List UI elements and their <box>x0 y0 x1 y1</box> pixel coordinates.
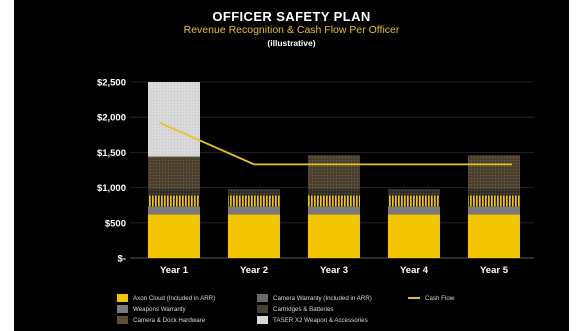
bar-segment-camera-warranty <box>388 195 440 207</box>
bar-segment-cartridges-batteries <box>228 189 280 196</box>
bar-segment-axon-cloud <box>468 214 520 258</box>
x-tick-label: Year 3 <box>320 265 348 276</box>
y-tick-label: $1,500 <box>97 148 126 159</box>
bar-segment-weapons-warranty <box>308 206 360 215</box>
bar-segment-camera-warranty <box>228 195 280 207</box>
y-tick-label: $- <box>118 254 126 265</box>
legend-label: Cash Flow <box>425 294 455 302</box>
chart-note: (illustrative) <box>267 38 316 48</box>
y-tick-label: $1,000 <box>97 183 126 194</box>
legend-swatch <box>117 316 128 324</box>
bar-segment-taser-x2 <box>148 82 200 157</box>
chart-title: OFFICER SAFETY PLAN <box>212 9 371 24</box>
legend-swatch <box>408 297 420 299</box>
legend-label: Camera & Dock Hardware <box>133 316 206 324</box>
y-tick-label: $2,000 <box>97 113 126 124</box>
legend-label: Camera Warranty (Included in ARR) <box>273 294 372 302</box>
cash-flow-line <box>159 122 512 166</box>
x-tick-label: Year 2 <box>240 265 268 276</box>
legend-item-weapons-warranty: Weapons Warranty <box>117 304 186 314</box>
chart-subtitle: Revenue Recognition & Cash Flow Per Offi… <box>183 24 400 36</box>
y-tick-label: $500 <box>105 218 126 229</box>
bar-segment-camera-dock-hardware <box>308 155 360 190</box>
bar-segment-camera-dock-hardware <box>148 156 200 190</box>
bar-segment-axon-cloud <box>388 214 440 258</box>
slide: OFFICER SAFETY PLAN Revenue Recognition … <box>14 0 569 331</box>
cash-flow-series <box>159 122 512 166</box>
bar-segment-camera-warranty <box>148 195 200 207</box>
x-tick-label: Year 5 <box>480 265 509 276</box>
legend-label: Weapons Warranty <box>133 305 186 313</box>
legend-label: Axon Cloud (Included in ARR) <box>133 294 216 302</box>
legend-item-camera-dock-hardware: Camera & Dock Hardware <box>117 315 205 325</box>
bar-segment-camera-warranty <box>468 195 520 207</box>
bar-segment-cartridges-batteries <box>308 189 360 196</box>
bar-segment-weapons-warranty <box>228 206 280 215</box>
bar-segment-weapons-warranty <box>388 206 440 215</box>
bar-segment-cartridges-batteries <box>388 189 440 196</box>
bar-segment-cartridges-batteries <box>468 189 520 196</box>
bars <box>148 82 520 258</box>
bar-segment-weapons-warranty <box>468 206 520 215</box>
legend-swatch <box>257 305 268 313</box>
legend-swatch <box>117 294 128 302</box>
bar-segment-axon-cloud <box>308 214 360 258</box>
x-tick-label: Year 1 <box>160 265 189 276</box>
bar-segment-camera-warranty <box>308 195 360 207</box>
y-tick-label: $2,500 <box>97 78 126 89</box>
stacked-bar-chart: $-$500$1,000$1,500$2,000$2,500 Year 1 Yea… <box>97 78 534 276</box>
legend-swatch <box>257 294 268 302</box>
bar-segment-axon-cloud <box>148 214 200 258</box>
legend-item-taser-x2: TASER X2 Weapon & Accessories <box>257 315 368 325</box>
legend-item-camera-warranty: Camera Warranty (Included in ARR) <box>257 293 372 303</box>
legend-item-axon-cloud: Axon Cloud (Included in ARR) <box>117 293 215 303</box>
legend-swatch <box>117 305 128 313</box>
legend-swatch <box>257 316 268 324</box>
bar-segment-cartridges-batteries <box>148 189 200 196</box>
y-axis: $- $500 $1,000 $1,500 $2,000 $2,500 <box>97 78 126 265</box>
x-axis: Year 1 Year 2 Year 3 Year 4 Year 5 <box>160 265 509 276</box>
x-tick-label: Year 4 <box>400 265 429 276</box>
bar-segment-axon-cloud <box>228 214 280 258</box>
legend-item-cartridges-batteries: Cartridges & Batteries <box>257 304 334 314</box>
legend-label: Cartridges & Batteries <box>273 305 334 313</box>
legend-item-cash-flow: Cash Flow <box>408 293 454 303</box>
legend-label: TASER X2 Weapon & Accessories <box>273 316 368 324</box>
bar-segment-weapons-warranty <box>148 206 200 215</box>
bar-segment-camera-dock-hardware <box>468 155 520 190</box>
